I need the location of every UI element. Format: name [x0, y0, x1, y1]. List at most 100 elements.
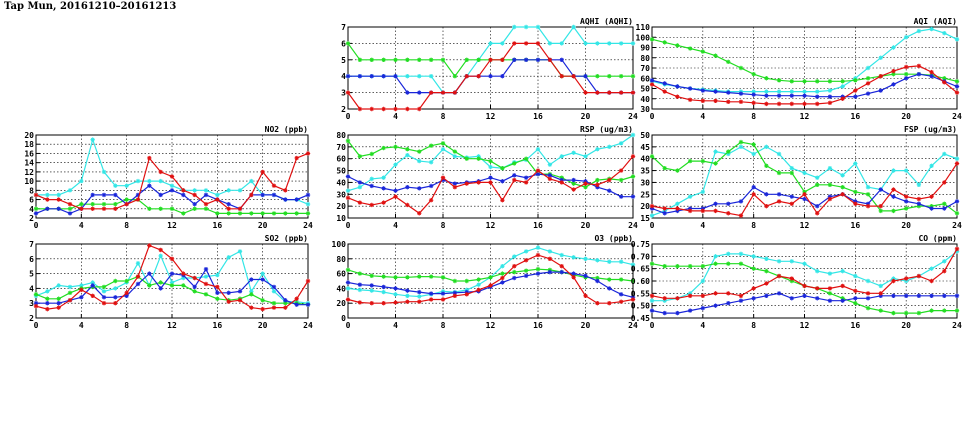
- data-point: [630, 90, 636, 95]
- data-point: [675, 84, 680, 89]
- data-point: [815, 203, 820, 209]
- data-point: [440, 177, 446, 183]
- x-tick-label: 12: [800, 221, 810, 230]
- data-point: [865, 192, 871, 197]
- data-point: [101, 201, 107, 207]
- data-point: [764, 268, 769, 274]
- data-point: [547, 162, 553, 167]
- data-point: [662, 40, 667, 45]
- data-point: [271, 289, 277, 294]
- data-point: [147, 155, 152, 161]
- data-point: [405, 202, 410, 208]
- y-tick-label: 4: [29, 205, 34, 214]
- data-point: [535, 245, 541, 250]
- y-tick-label: 80: [640, 54, 650, 63]
- data-point: [428, 90, 434, 95]
- data-point: [124, 201, 129, 207]
- data-point: [500, 264, 505, 269]
- data-point: [181, 283, 186, 288]
- data-point: [929, 278, 934, 284]
- data-point: [764, 144, 769, 150]
- data-point: [929, 293, 934, 298]
- data-point: [101, 295, 107, 300]
- data-point: [476, 277, 481, 282]
- data-point: [113, 278, 118, 284]
- data-point: [271, 305, 277, 310]
- data-point: [192, 201, 197, 207]
- data-point: [618, 168, 624, 173]
- data-point: [79, 283, 84, 288]
- y-tick-label: 6: [29, 196, 34, 205]
- data-point: [405, 288, 410, 293]
- data-point: [203, 292, 209, 297]
- data-point: [595, 74, 600, 79]
- data-point: [840, 268, 845, 274]
- data-point: [464, 289, 469, 295]
- data-point: [713, 291, 718, 296]
- data-point: [33, 292, 39, 297]
- data-point: [169, 283, 175, 288]
- y-tick-label: 5: [29, 270, 34, 279]
- data-point: [260, 211, 265, 216]
- data-point: [738, 251, 744, 257]
- chart-title: AQI (AQI): [914, 17, 957, 26]
- x-tick-label: 16: [851, 112, 861, 121]
- data-point: [283, 301, 288, 306]
- data-point: [954, 90, 960, 95]
- data-point: [630, 295, 636, 300]
- data-point: [607, 144, 612, 150]
- data-point: [147, 183, 152, 188]
- data-point: [500, 271, 505, 276]
- data-point: [649, 206, 655, 211]
- data-point: [169, 280, 175, 285]
- data-point: [776, 259, 782, 264]
- data-point: [954, 246, 960, 252]
- data-point: [559, 41, 564, 46]
- data-point: [345, 195, 351, 201]
- data-point: [271, 192, 277, 198]
- data-point: [865, 278, 871, 284]
- data-point: [512, 173, 517, 178]
- data-point: [559, 180, 564, 185]
- data-point: [853, 78, 858, 83]
- data-point: [523, 175, 529, 180]
- data-point: [226, 211, 231, 216]
- data-point: [512, 264, 517, 269]
- y-tick-label: 14: [24, 159, 34, 168]
- data-point: [738, 261, 744, 266]
- data-point: [687, 194, 693, 199]
- data-point: [381, 57, 386, 62]
- data-point: [942, 30, 947, 36]
- data-point: [271, 284, 277, 290]
- data-point: [840, 96, 845, 101]
- data-point: [79, 295, 84, 300]
- chart-title: SO2 (ppb): [265, 234, 308, 243]
- x-tick-label: 4: [393, 221, 398, 230]
- data-point: [135, 274, 141, 279]
- data-point: [181, 188, 186, 193]
- data-point: [595, 182, 600, 187]
- data-point: [840, 283, 845, 289]
- data-point: [865, 65, 871, 71]
- y-tick-label: 35: [640, 167, 650, 176]
- data-point: [381, 200, 386, 205]
- data-point: [440, 275, 446, 280]
- data-point: [865, 76, 871, 81]
- data-point: [700, 49, 706, 54]
- data-point: [916, 310, 922, 316]
- data-point: [815, 101, 820, 107]
- y-tick-label: 50: [640, 85, 650, 94]
- data-point: [369, 151, 374, 157]
- data-point: [476, 287, 481, 293]
- data-point: [559, 74, 564, 79]
- data-point: [101, 206, 107, 211]
- data-point: [942, 293, 947, 298]
- data-point: [916, 293, 922, 298]
- data-point: [417, 211, 422, 216]
- data-point: [827, 94, 833, 99]
- data-point: [124, 197, 129, 202]
- data-point: [675, 208, 680, 214]
- data-point: [903, 35, 909, 40]
- data-point: [90, 192, 95, 198]
- data-point: [56, 192, 61, 198]
